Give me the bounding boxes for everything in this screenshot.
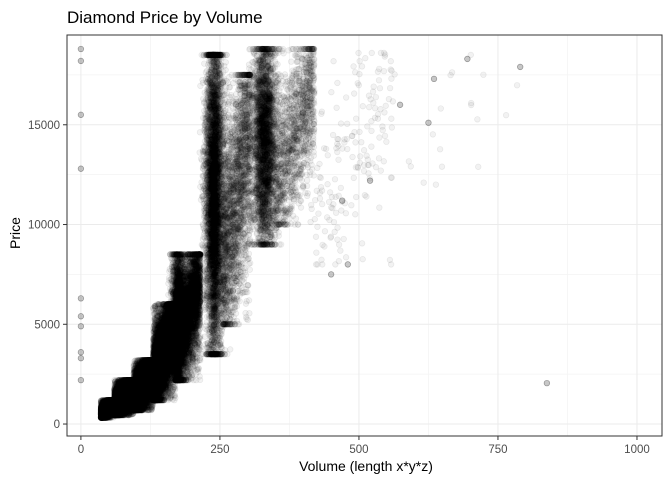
x-axis-title: Volume (length x*y*z) (299, 458, 433, 474)
data-points (78, 46, 550, 420)
y-axis-title: Price (7, 217, 23, 249)
chart-title: Diamond Price by Volume (67, 8, 263, 27)
